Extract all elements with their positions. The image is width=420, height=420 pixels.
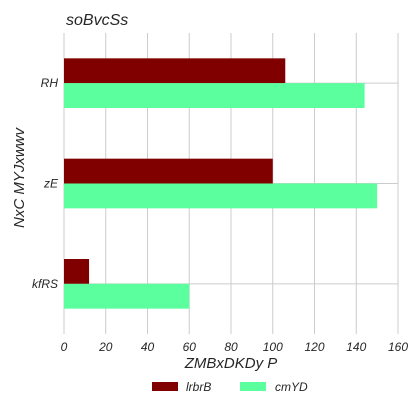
bar-lrbrB-RH (64, 58, 286, 84)
x-tick-label: 0 (61, 340, 68, 354)
y-axis-ticks: RH zE kfRS (32, 76, 59, 291)
y-axis-label: NxC MYJxwwv (11, 127, 28, 228)
legend-swatch-cmYD (240, 382, 266, 391)
bar-cmYD-zE (64, 183, 378, 209)
x-tick-label: 20 (98, 340, 113, 354)
x-axis-label: ZMBxDKDy P (184, 355, 278, 372)
legend-label-lrbrB: lrbrB (186, 380, 211, 394)
x-tick-label: 140 (346, 340, 366, 354)
chart-title: soBvcSs (66, 12, 128, 29)
bar-cmYD-RH (64, 83, 365, 108)
y-tick-label: RH (41, 76, 59, 90)
bar-lrbrB-zE (64, 158, 273, 184)
bar-lrbrB-kfRS (64, 259, 90, 284)
x-tick-label: 160 (388, 340, 408, 354)
x-axis-ticks: 0 20 40 60 80 100 120 140 160 (61, 340, 409, 354)
x-tick-label: 120 (304, 340, 324, 354)
legend-label-cmYD: cmYD (275, 380, 308, 394)
legend-swatch-lrbrB (152, 382, 178, 391)
legend: lrbrB cmYD (152, 380, 308, 394)
x-tick-label: 80 (224, 340, 238, 354)
y-tick-label: kfRS (32, 277, 58, 291)
bar-cmYD-kfRS (64, 283, 190, 309)
x-tick-label: 100 (263, 340, 283, 354)
y-tick-label: zE (43, 177, 59, 191)
x-tick-label: 40 (141, 340, 155, 354)
bars (64, 58, 378, 309)
x-tick-label: 60 (183, 340, 197, 354)
